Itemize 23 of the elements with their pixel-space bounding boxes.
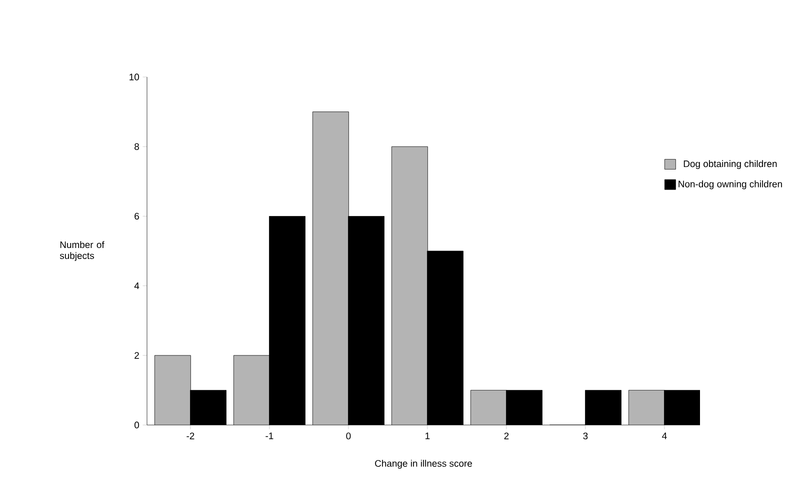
x-tick-label: -1	[266, 432, 274, 440]
bar	[628, 390, 665, 425]
bar	[154, 355, 191, 425]
bar	[392, 146, 428, 425]
y-tick-label: 2	[134, 352, 139, 359]
bar	[470, 390, 507, 425]
bar	[234, 355, 270, 425]
bar	[312, 112, 349, 425]
x-tick-label: 3	[583, 432, 588, 440]
x-tick-label: -2	[186, 432, 194, 440]
y-axis-title: Number of subjects	[60, 241, 104, 261]
legend-label: Dog obtaining children	[684, 160, 777, 169]
x-tick-label: 4	[662, 432, 667, 440]
y-tick-label: 0	[134, 422, 140, 428]
y-tick-label: 10	[130, 74, 140, 80]
x-axis-title: Change in illness score	[375, 460, 472, 469]
y-tick-label: 6	[134, 212, 139, 220]
x-tick-label: 2	[504, 432, 509, 440]
y-tick-label: 4	[134, 282, 140, 290]
x-tick-label: 0	[346, 432, 351, 440]
legend-label: Non-dog owning children	[678, 180, 782, 190]
y-tick-label: 8	[134, 143, 139, 150]
x-tick-label: 1	[426, 432, 430, 440]
